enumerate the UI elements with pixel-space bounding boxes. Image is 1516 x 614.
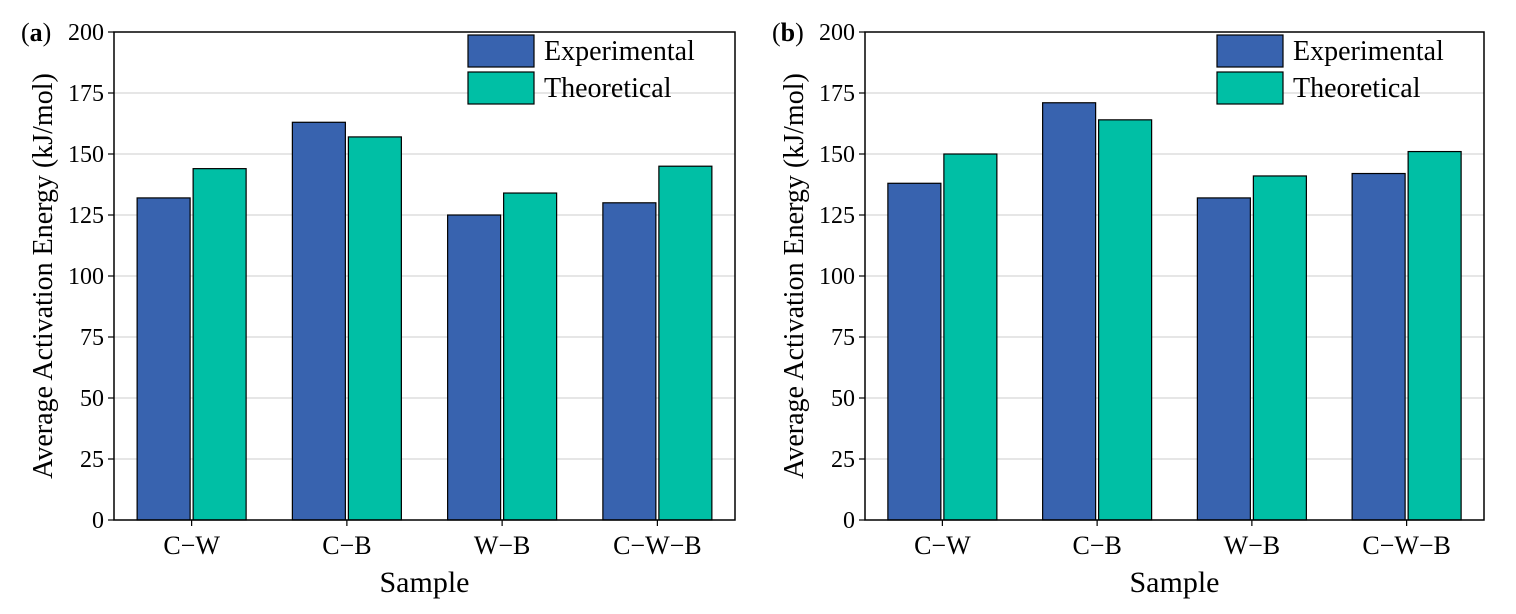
legend-label-experimental: Experimental bbox=[544, 36, 695, 67]
x-tick-label: C−W−B bbox=[1362, 531, 1451, 560]
panel-label-open: ( bbox=[21, 18, 30, 47]
bar-theoretical-1 bbox=[1098, 119, 1153, 521]
bar-theoretical-0 bbox=[192, 168, 247, 521]
legend: Experimental Theoretical bbox=[1216, 34, 1444, 105]
x-tick-label: W−B bbox=[1224, 531, 1281, 560]
panel-label-open: ( bbox=[772, 18, 781, 47]
bar-theoretical-3 bbox=[1407, 150, 1462, 521]
y-tick-label: 125 bbox=[819, 203, 855, 229]
x-tick-label: C−B bbox=[1072, 531, 1121, 560]
legend-swatch-experimental bbox=[1216, 34, 1284, 68]
bar-theoretical-0 bbox=[943, 153, 998, 521]
y-tick-label: 200 bbox=[68, 20, 104, 46]
bar-experimental-1 bbox=[1042, 102, 1097, 521]
bar-experimental-1 bbox=[291, 121, 346, 521]
bar-experimental-2 bbox=[1196, 197, 1251, 521]
x-tick-label: C−W bbox=[163, 531, 220, 560]
legend-swatch-theoretical bbox=[1216, 71, 1284, 105]
bar-experimental-0 bbox=[887, 182, 942, 521]
y-tick-label: 100 bbox=[68, 264, 104, 290]
bar-theoretical-2 bbox=[1252, 175, 1307, 521]
y-tick-label: 150 bbox=[68, 142, 104, 168]
x-tick-label: C−W−B bbox=[613, 531, 702, 560]
y-tick-label: 125 bbox=[68, 203, 104, 229]
legend-swatch-theoretical bbox=[467, 71, 535, 105]
x-axis-label: Sample bbox=[380, 566, 470, 599]
x-tick-label: C−B bbox=[322, 531, 371, 560]
legend-label-theoretical: Theoretical bbox=[1293, 73, 1421, 104]
chart-panel-b: C−W C−B W−B C−W−B 0 25 50 75 100 125 150 175 200 Samp… bbox=[772, 18, 1485, 599]
bar-experimental-3 bbox=[602, 202, 657, 521]
y-tick-label: 25 bbox=[831, 447, 855, 473]
panel-label: (b) bbox=[772, 18, 804, 47]
panel-label-letter: b bbox=[781, 18, 795, 47]
y-tick-label: 100 bbox=[819, 264, 855, 290]
y-tick-label: 175 bbox=[68, 81, 104, 107]
x-tick-label: W−B bbox=[474, 531, 531, 560]
plot-frame bbox=[113, 31, 736, 521]
y-tick-label: 25 bbox=[80, 447, 104, 473]
bar-theoretical-3 bbox=[658, 165, 713, 521]
legend-label-theoretical: Theoretical bbox=[544, 73, 672, 104]
panel-label-letter: a bbox=[30, 18, 43, 47]
x-axis-label: Sample bbox=[1130, 566, 1220, 599]
bar-experimental-2 bbox=[447, 214, 502, 521]
legend: Experimental Theoretical bbox=[467, 34, 695, 105]
legend-swatch-experimental bbox=[467, 34, 535, 68]
y-tick-label: 0 bbox=[843, 508, 855, 534]
x-tick-label: C−W bbox=[914, 531, 971, 560]
y-tick-label: 150 bbox=[819, 142, 855, 168]
panel-label-close: ) bbox=[43, 18, 52, 47]
panel-label: (a) bbox=[21, 18, 51, 47]
chart-panel-a: C−W C−B W−B C−W−B 0 25 50 75 100 125 150 175 200 Samp… bbox=[21, 18, 736, 599]
y-tick-label: 0 bbox=[92, 508, 104, 534]
y-axis-label: Average Activation Energy (kJ/mol) bbox=[28, 73, 59, 479]
y-tick-label: 50 bbox=[80, 386, 104, 412]
plot-frame bbox=[864, 31, 1485, 521]
bar-experimental-3 bbox=[1351, 172, 1406, 521]
y-tick-label: 75 bbox=[80, 325, 104, 351]
panel-label-close: ) bbox=[795, 18, 804, 47]
bar-theoretical-1 bbox=[347, 136, 402, 521]
y-tick-label: 50 bbox=[831, 386, 855, 412]
y-tick-label: 200 bbox=[819, 20, 855, 46]
bar-experimental-0 bbox=[136, 197, 191, 521]
bar-theoretical-2 bbox=[503, 192, 558, 521]
y-tick-label: 175 bbox=[819, 81, 855, 107]
y-axis-label: Average Activation Energy (kJ/mol) bbox=[779, 73, 810, 479]
legend-label-experimental: Experimental bbox=[1293, 36, 1444, 67]
y-tick-label: 75 bbox=[831, 325, 855, 351]
